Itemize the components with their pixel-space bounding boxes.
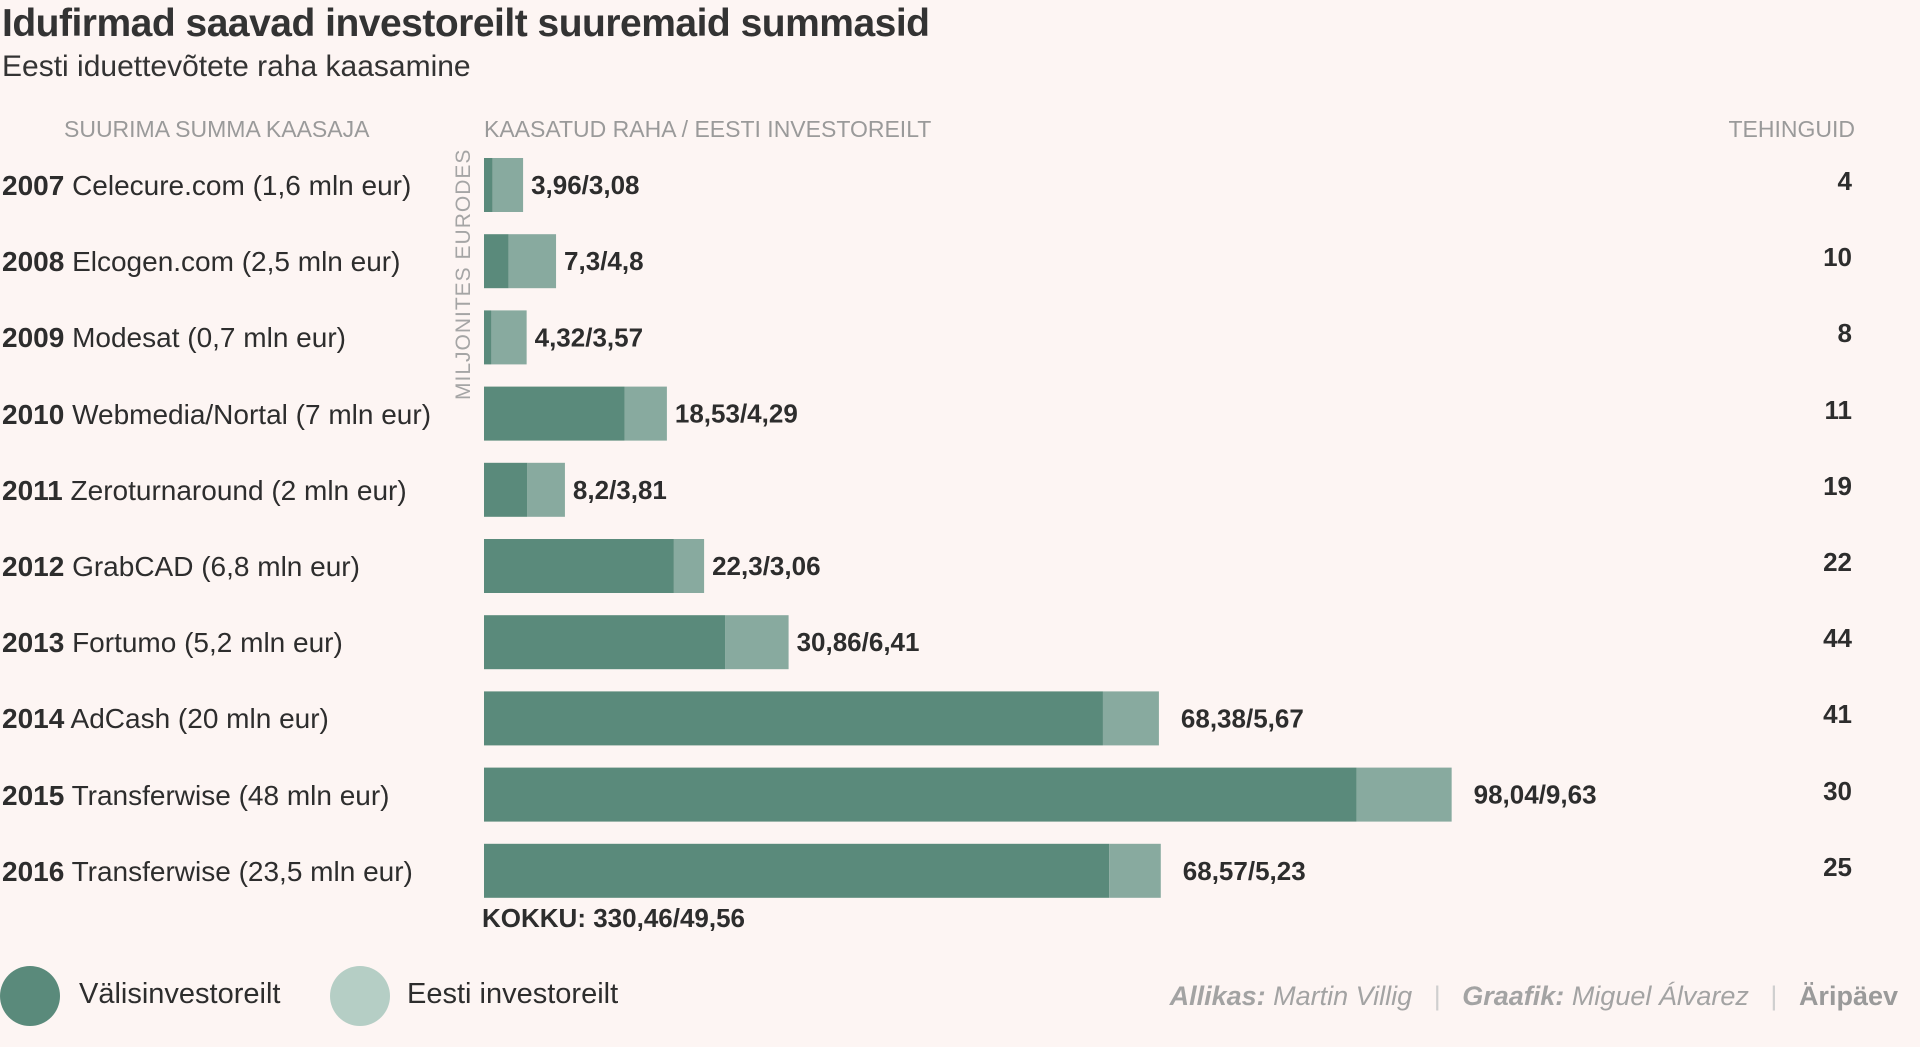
top-raiser-label: Transferwise (48 mln eur) bbox=[64, 779, 390, 811]
legend-label-estonian: Eesti investoreilt bbox=[407, 978, 619, 1010]
source-label: Allikas: bbox=[1169, 981, 1266, 1011]
graphic-label: Graafik: bbox=[1462, 981, 1565, 1011]
separator: | bbox=[1433, 981, 1441, 1011]
graphic-author: Miguel Álvarez bbox=[1571, 981, 1749, 1011]
bar-foreign-2008 bbox=[484, 234, 509, 289]
top-raiser-label: Modesat (0,7 mln eur) bbox=[64, 322, 346, 354]
source-name: Martin Villig bbox=[1273, 981, 1413, 1011]
deals-count-2016: 25 bbox=[1823, 851, 1852, 882]
row-label-2009: 2009 Modesat (0,7 mln eur) bbox=[2, 322, 346, 354]
chart-title: Idufirmad saavad investoreilt suuremaid … bbox=[2, 2, 930, 45]
year-label: 2009 bbox=[2, 322, 65, 354]
row-label-2011: 2011 Zeroturnaround (2 mln eur) bbox=[2, 475, 407, 507]
deals-count-2011: 19 bbox=[1823, 470, 1852, 501]
top-raiser-label: Celecure.com (1,6 mln eur) bbox=[64, 170, 412, 201]
column-header-top-raiser: SUURIMA SUMMA KAASAJA bbox=[64, 116, 370, 142]
bar-estonian-2016 bbox=[1109, 843, 1161, 898]
bar-estonian-2010 bbox=[624, 386, 667, 441]
data-label-2013: 30,86/6,41 bbox=[797, 627, 920, 657]
bar-estonian-2007 bbox=[492, 158, 524, 212]
top-raiser-label: GrabCAD (6,8 mln eur) bbox=[64, 551, 360, 582]
data-label-2008: 7,3/4,8 bbox=[564, 246, 644, 276]
deals-count-2010: 11 bbox=[1824, 394, 1853, 425]
bar-foreign-2012 bbox=[484, 539, 674, 593]
data-label-2016: 68,57/5,23 bbox=[1183, 856, 1306, 886]
deals-count-2008: 10 bbox=[1823, 242, 1852, 273]
top-raiser-label: Fortumo (5,2 mln eur) bbox=[64, 627, 343, 659]
row-label-2012: 2012 GrabCAD (6,8 mln eur) bbox=[2, 551, 360, 583]
row-label-2016: 2016 Transferwise (23,5 mln eur) bbox=[2, 856, 413, 888]
total-label: KOKKU: 330,46/49,56 bbox=[482, 903, 746, 933]
data-label-2012: 22,3/3,06 bbox=[712, 551, 820, 581]
row-label-2007: 2007 Celecure.com (1,6 mln eur) bbox=[2, 170, 411, 202]
row-label-2010: 2010 Webmedia/Nortal (7 mln eur) bbox=[2, 399, 431, 431]
legend-swatch-estonian bbox=[330, 966, 390, 1026]
year-label: 2010 bbox=[2, 398, 65, 430]
data-label-2011: 8,2/3,81 bbox=[573, 475, 667, 505]
bar-estonian-2008 bbox=[508, 234, 557, 289]
bar-foreign-2015 bbox=[484, 767, 1357, 822]
year-label: 2007 bbox=[2, 170, 65, 201]
year-label: 2016 bbox=[2, 855, 65, 887]
year-label: 2012 bbox=[2, 551, 65, 582]
year-label: 2015 bbox=[2, 779, 65, 811]
top-raiser-label: AdCash (20 mln eur) bbox=[64, 703, 329, 735]
column-header-raised: KAASATUD RAHA / EESTI INVESTOREILT bbox=[484, 116, 932, 142]
deals-count-2007: 4 bbox=[1837, 166, 1852, 196]
bar-foreign-2016 bbox=[484, 843, 1110, 898]
bar-estonian-2015 bbox=[1356, 767, 1452, 822]
year-label: 2014 bbox=[2, 703, 65, 735]
deals-count-2012: 22 bbox=[1823, 547, 1852, 577]
bar-foreign-2011 bbox=[484, 462, 528, 517]
footer-credits: Allikas: Martin Villig | Graafik: Miguel… bbox=[1170, 981, 1898, 1012]
legend-label-foreign: Välisinvestoreilt bbox=[79, 978, 281, 1010]
bar-estonian-2009 bbox=[491, 310, 527, 365]
deals-count-2013: 44 bbox=[1823, 623, 1852, 654]
bar-foreign-2009 bbox=[484, 310, 492, 365]
data-label-2010: 18,53/4,29 bbox=[675, 399, 798, 429]
bar-foreign-2010 bbox=[484, 386, 625, 441]
deals-count-2009: 8 bbox=[1837, 318, 1852, 349]
data-label-2007: 3,96/3,08 bbox=[531, 170, 639, 200]
data-label-2014: 68,38/5,67 bbox=[1181, 703, 1304, 733]
column-header-deals: TEHINGUID bbox=[1728, 116, 1856, 142]
separator: | bbox=[1770, 981, 1778, 1011]
legend-swatch-foreign bbox=[0, 966, 60, 1026]
bar-foreign-2013 bbox=[484, 615, 726, 670]
top-raiser-label: Elcogen.com (2,5 mln eur) bbox=[64, 246, 401, 278]
row-label-2014: 2014 AdCash (20 mln eur) bbox=[2, 703, 329, 735]
top-raiser-label: Webmedia/Nortal (7 mln eur) bbox=[64, 398, 432, 430]
year-label: 2011 bbox=[2, 474, 63, 506]
year-label: 2008 bbox=[2, 246, 65, 278]
bar-estonian-2012 bbox=[673, 539, 705, 593]
chart-subtitle: Eesti iduettevõtete raha kaasamine bbox=[2, 50, 471, 83]
deals-count-2015: 30 bbox=[1823, 775, 1852, 806]
data-label-2015: 98,04/9,63 bbox=[1474, 780, 1597, 810]
row-label-2013: 2013 Fortumo (5,2 mln eur) bbox=[2, 627, 343, 659]
bar-estonian-2013 bbox=[725, 615, 789, 670]
bar-foreign-2014 bbox=[484, 691, 1103, 746]
deals-count-2014: 41 bbox=[1823, 699, 1852, 730]
year-label: 2013 bbox=[2, 627, 65, 659]
data-label-2009: 4,32/3,57 bbox=[535, 322, 643, 352]
bar-estonian-2014 bbox=[1102, 691, 1159, 746]
bar-estonian-2011 bbox=[527, 462, 565, 517]
bar-foreign-2007 bbox=[484, 158, 493, 212]
row-label-2015: 2015 Transferwise (48 mln eur) bbox=[2, 780, 390, 812]
brand-logo: Äripäev bbox=[1798, 981, 1898, 1011]
row-label-2008: 2008 Elcogen.com (2,5 mln eur) bbox=[2, 246, 400, 278]
top-raiser-label: Transferwise (23,5 mln eur) bbox=[64, 855, 413, 887]
top-raiser-label: Zeroturnaround (2 mln eur) bbox=[62, 474, 407, 506]
